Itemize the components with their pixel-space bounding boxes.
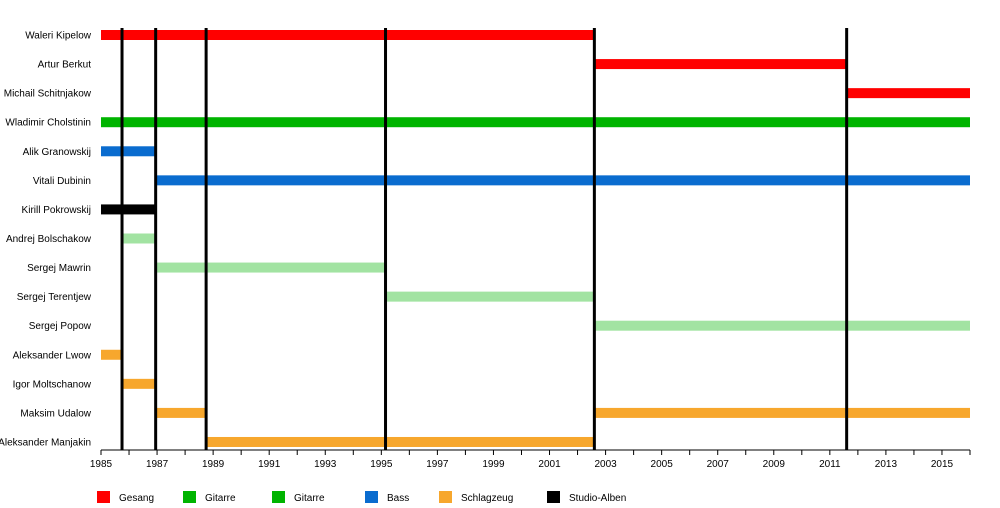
- x-tick-label-2009: 2009: [763, 459, 786, 470]
- bar-aleksander-lwow-0: [101, 349, 123, 360]
- legend-label-studio-alben-5: Studio-Alben: [569, 493, 626, 504]
- bar-aleksander-manjakin-0: [206, 436, 595, 447]
- member-label-sergej-terentjew: Sergej Terentjew: [17, 292, 92, 303]
- bar-igor-moltschanow-0: [122, 378, 156, 389]
- bar-alik-granowskij-0: [101, 146, 156, 157]
- legend-label-bass-3: Bass: [387, 493, 409, 504]
- member-label-wladimir-cholstinin: Wladimir Cholstinin: [5, 118, 91, 129]
- x-axis: 1985 1987 1989 1991 1993 1995 1997 1999 2001 2003…: [90, 449, 971, 470]
- member-label-maksim-udalow: Maksim Udalow: [20, 408, 91, 419]
- x-tick-label-1987: 1987: [146, 459, 169, 470]
- bar-sergej-terentjew-0: [385, 291, 595, 302]
- member-label-sergej-popow: Sergej Popow: [29, 321, 92, 332]
- member-label-kirill-pokrowskij: Kirill Pokrowskij: [22, 205, 91, 216]
- member-label-andrej-bolschakow: Andrej Bolschakow: [6, 234, 92, 245]
- legend-label-gesang-0: Gesang: [119, 493, 154, 504]
- legend-swatch-schlagzeug-4: [439, 491, 452, 503]
- bar-sergej-mawrin-0: [155, 262, 386, 273]
- x-tick-label-2015: 2015: [931, 459, 954, 470]
- member-bars: [101, 30, 970, 447]
- x-tick-label-2007: 2007: [707, 459, 730, 470]
- bar-waleri-kipelow-0: [101, 30, 595, 40]
- legend-swatch-gesang-0: [97, 491, 110, 503]
- x-tick-label-2013: 2013: [875, 459, 898, 470]
- member-label-waleri-kipelow: Waleri Kipelow: [25, 31, 92, 42]
- legend-swatch-gitarre-1: [183, 491, 196, 503]
- bar-vitali-dubinin-0: [155, 175, 970, 186]
- x-tick-label-1985: 1985: [90, 459, 113, 470]
- member-label-artur-berkut: Artur Berkut: [38, 60, 92, 71]
- legend-swatch-gitarre-2: [272, 491, 285, 503]
- x-tick-label-1997: 1997: [426, 459, 449, 470]
- member-label-michail-schitnjakow: Michail Schitnjakow: [4, 89, 92, 100]
- x-tick-label-1991: 1991: [258, 459, 281, 470]
- legend-swatch-bass-3: [365, 491, 378, 503]
- member-labels: Waleri Kipelow Artur Berkut Michail Schitn…: [0, 31, 92, 449]
- bar-wladimir-cholstinin-0: [101, 117, 970, 128]
- member-label-vitali-dubinin: Vitali Dubinin: [33, 176, 91, 187]
- legend-label-gitarre-1: Gitarre: [205, 493, 236, 504]
- member-label-aleksander-manjakin: Aleksander Manjakin: [0, 437, 91, 448]
- x-tick-label-1989: 1989: [202, 459, 225, 470]
- bar-sergej-popow-0: [594, 320, 970, 331]
- member-label-igor-moltschanow: Igor Moltschanow: [13, 379, 92, 390]
- bar-maksim-udalow-1: [594, 407, 970, 418]
- bar-kirill-pokrowskij-0: [101, 204, 156, 215]
- bar-andrej-bolschakow-0: [122, 233, 156, 244]
- member-label-alik-granowskij: Alik Granowskij: [23, 147, 91, 158]
- x-tick-label-2003: 2003: [594, 459, 617, 470]
- legend: Gesang Gitarre Gitarre Bass Schlagzeug Studio…: [97, 491, 626, 504]
- x-tick-label-1993: 1993: [314, 459, 337, 470]
- x-tick-label-1999: 1999: [482, 459, 505, 470]
- member-label-aleksander-lwow: Aleksander Lwow: [13, 350, 92, 361]
- legend-swatch-studio-alben-5: [547, 491, 560, 503]
- x-tick-label-2011: 2011: [819, 459, 841, 470]
- member-label-sergej-mawrin: Sergej Mawrin: [27, 263, 91, 274]
- bar-maksim-udalow-0: [155, 407, 207, 418]
- legend-label-schlagzeug-4: Schlagzeug: [461, 493, 513, 504]
- studio-album-lines: [120, 28, 849, 450]
- legend-label-gitarre-2: Gitarre: [294, 493, 325, 504]
- bar-artur-berkut-0: [594, 59, 847, 70]
- bar-michail-schitnjakow-0: [846, 88, 970, 99]
- x-tick-label-2005: 2005: [651, 459, 674, 470]
- x-tick-label-2001: 2001: [538, 459, 561, 470]
- x-tick-label-1995: 1995: [370, 459, 393, 470]
